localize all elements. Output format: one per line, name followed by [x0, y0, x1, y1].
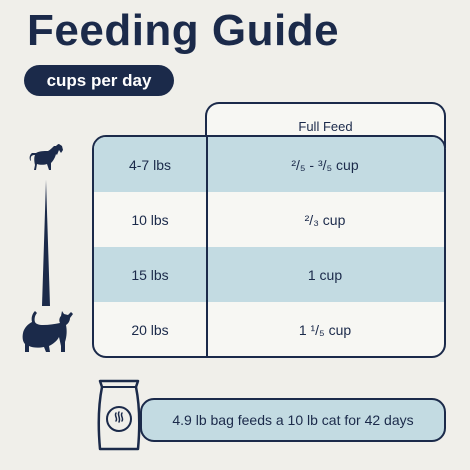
bag-callout-text: 4.9 lb bag feeds a 10 lb cat for 42 days — [172, 412, 414, 428]
amount-cell: ²/₅ - ³/₅ cup — [291, 156, 359, 173]
large-cat-icon — [22, 311, 73, 352]
weight-cell: 15 lbs — [131, 266, 169, 283]
column-divider — [206, 137, 208, 356]
table-row: 20 lbs 1 ¹/₅ cup — [94, 302, 444, 356]
table-row: 10 lbs ²/₃ cup — [94, 192, 444, 247]
weight-cell: 10 lbs — [131, 211, 169, 228]
table-row: 4-7 lbs ²/₅ - ³/₅ cup — [94, 137, 444, 192]
amount-cell: 1 cup — [307, 266, 343, 283]
feeding-table: 4-7 lbs ²/₅ - ³/₅ cup 10 lbs ²/₃ cup 15 … — [92, 135, 446, 358]
amount-cell: 1 ¹/₅ cup — [298, 321, 352, 338]
bag-callout: 4.9 lb bag feeds a 10 lb cat for 42 days — [140, 398, 446, 442]
table-row: 15 lbs 1 cup — [94, 247, 444, 302]
weight-scale-wedge-icon — [42, 180, 50, 306]
food-bag-icon — [97, 379, 141, 451]
small-cat-icon — [29, 144, 63, 170]
unit-pill-label: cups per day — [46, 70, 152, 90]
column-header-label: Full Feed — [298, 118, 353, 134]
amount-cell: ²/₃ cup — [304, 211, 346, 228]
page-title: Feeding Guide — [27, 6, 340, 55]
weight-cell: 20 lbs — [131, 321, 169, 338]
weight-cell: 4-7 lbs — [128, 156, 172, 173]
unit-pill: cups per day — [24, 65, 174, 96]
